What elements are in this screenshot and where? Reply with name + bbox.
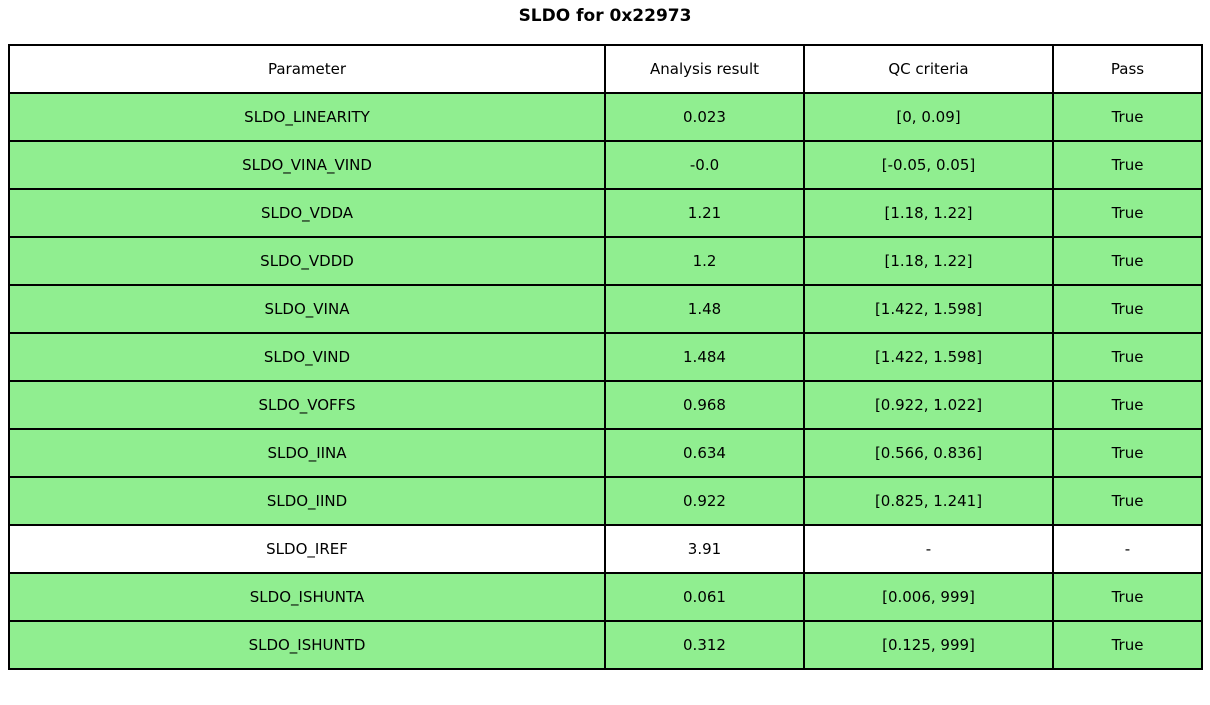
criteria-cell: [1.422, 1.598]	[803, 284, 1054, 334]
parameter-cell: SLDO_VOFFS	[8, 380, 606, 430]
pass-cell: True	[1052, 332, 1203, 382]
criteria-cell: [1.422, 1.598]	[803, 332, 1054, 382]
qc-results-table: Parameter Analysis result QC criteria Pa…	[8, 44, 1203, 670]
criteria-cell: [0.922, 1.022]	[803, 380, 1054, 430]
page-title: SLDO for 0x22973	[518, 6, 692, 26]
table-row: SLDO_IREF 3.91- -	[8, 524, 1203, 574]
column-header-parameter: Parameter	[8, 44, 606, 94]
result-cell: 0.061	[604, 572, 805, 622]
pass-cell: True	[1052, 620, 1203, 670]
parameter-cell: SLDO_VINA_VIND	[8, 140, 606, 190]
result-cell: 1.21	[604, 188, 805, 238]
pass-cell: True	[1052, 380, 1203, 430]
criteria-cell: [0.566, 0.836]	[803, 428, 1054, 478]
parameter-cell: SLDO_ISHUNTA	[8, 572, 606, 622]
pass-cell: True	[1052, 284, 1203, 334]
table-row: SLDO_VDDD 1.2 [1.18, 1.22] True	[8, 236, 1203, 286]
pass-cell: True	[1052, 140, 1203, 190]
table-row: SLDO_IINA 0.634 [0.566, 0.836] True	[8, 428, 1203, 478]
table-row: SLDO_ISHUNTA 0.061 [0.006, 999] True	[8, 572, 1203, 622]
parameter-cell: SLDO_IREF	[8, 524, 606, 574]
parameter-cell: SLDO_ISHUNTD	[8, 620, 606, 670]
pass-cell: True	[1052, 188, 1203, 238]
table-body: SLDO_LINEARITY 0.023 [0, 0.09] True SLDO_VIN…	[8, 92, 1203, 670]
criteria-cell: [1.18, 1.22]	[803, 188, 1054, 238]
result-cell: 1.2	[604, 236, 805, 286]
table-row: SLDO_LINEARITY 0.023 [0, 0.09] True	[8, 92, 1203, 142]
table-row: SLDO_IIND 0.922 [0.825, 1.241] True	[8, 476, 1203, 526]
table-header-row: Parameter Analysis result QC criteria Pa…	[8, 44, 1203, 94]
result-cell: 0.922	[604, 476, 805, 526]
parameter-cell: SLDO_VDDA	[8, 188, 606, 238]
parameter-cell: SLDO_VINA	[8, 284, 606, 334]
column-header-analysis-result: Analysis result	[604, 44, 805, 94]
criteria-cell: [0, 0.09]	[803, 92, 1054, 142]
result-cell: 1.48	[604, 284, 805, 334]
parameter-cell: SLDO_VDDD	[8, 236, 606, 286]
criteria-cell: [-0.05, 0.05]	[803, 140, 1054, 190]
criteria-cell: [1.18, 1.22]	[803, 236, 1054, 286]
criteria-cell: [0.125, 999]	[803, 620, 1054, 670]
table-row: SLDO_VINA_VIND -0.0 [-0.05, 0.05] True	[8, 140, 1203, 190]
column-header-qc-criteria: QC criteria	[803, 44, 1054, 94]
result-cell: 1.484	[604, 332, 805, 382]
pass-cell: True	[1052, 92, 1203, 142]
pass-cell: -	[1052, 524, 1203, 574]
result-cell: -0.0	[604, 140, 805, 190]
criteria-cell: -	[803, 524, 1054, 574]
table-row: SLDO_VIND 1.484 [1.422, 1.598] True	[8, 332, 1203, 382]
result-cell: 0.023	[604, 92, 805, 142]
table-row: SLDO_VDDA 1.21 [1.18, 1.22] True	[8, 188, 1203, 238]
result-cell: 3.91	[604, 524, 805, 574]
criteria-cell: [0.825, 1.241]	[803, 476, 1054, 526]
table-row: SLDO_VINA 1.48 [1.422, 1.598] True	[8, 284, 1203, 334]
result-cell: 0.634	[604, 428, 805, 478]
criteria-cell: [0.006, 999]	[803, 572, 1054, 622]
column-header-pass: Pass	[1052, 44, 1203, 94]
table-row: SLDO_VOFFS 0.968 [0.922, 1.022] True	[8, 380, 1203, 430]
result-cell: 0.968	[604, 380, 805, 430]
pass-cell: True	[1052, 476, 1203, 526]
table-row: SLDO_ISHUNTD 0.312 [0.125, 999] True	[8, 620, 1203, 670]
pass-cell: True	[1052, 572, 1203, 622]
parameter-cell: SLDO_LINEARITY	[8, 92, 606, 142]
pass-cell: True	[1052, 428, 1203, 478]
parameter-cell: SLDO_IINA	[8, 428, 606, 478]
pass-cell: True	[1052, 236, 1203, 286]
result-cell: 0.312	[604, 620, 805, 670]
parameter-cell: SLDO_IIND	[8, 476, 606, 526]
parameter-cell: SLDO_VIND	[8, 332, 606, 382]
